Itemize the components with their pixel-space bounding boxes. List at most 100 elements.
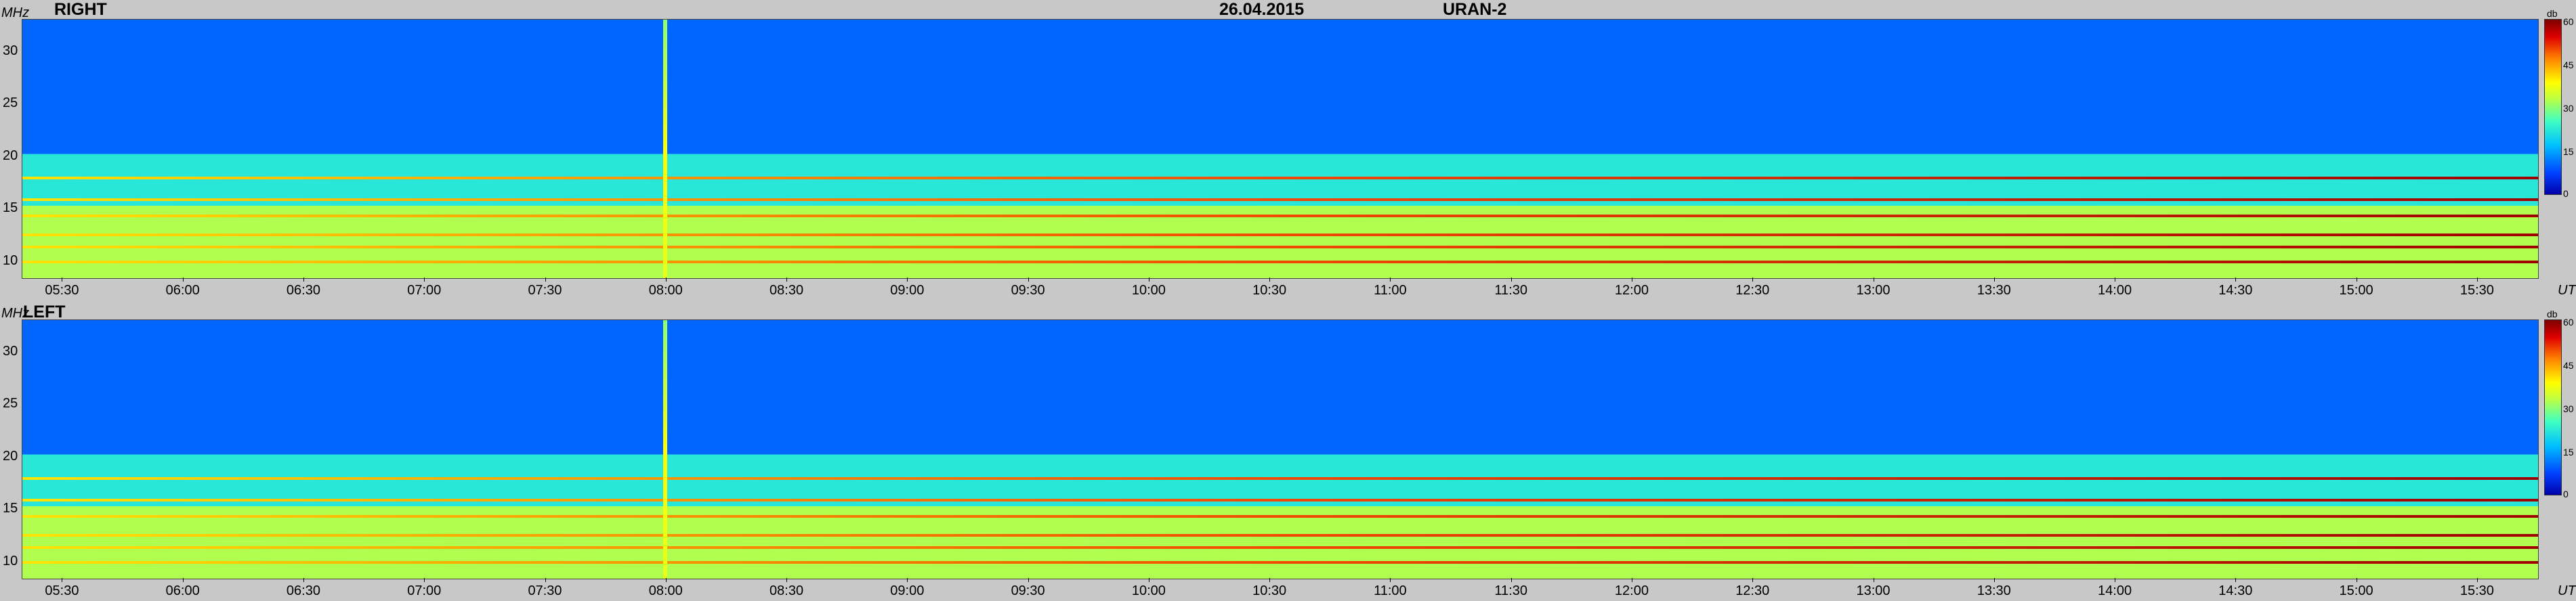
panel-title: LEFT <box>23 303 66 321</box>
interference-band <box>22 476 2538 480</box>
colorbar <box>2544 319 2562 495</box>
x-tick-label: 09:30 <box>1011 283 1045 298</box>
x-tick-mark <box>303 277 304 282</box>
x-tick-label: 09:00 <box>890 583 925 598</box>
x-tick-label: 05:30 <box>45 583 79 598</box>
x-tick-mark <box>1028 277 1029 282</box>
burst-line <box>662 20 667 278</box>
x-tick-label: 15:00 <box>2339 583 2373 598</box>
y-tick: 25 <box>3 95 18 110</box>
colorbar-tick: 0 <box>2563 188 2569 199</box>
y-tick: 30 <box>3 344 18 359</box>
x-tick-label: 08:30 <box>769 283 804 298</box>
x-tick-mark <box>907 277 908 282</box>
x-tick-label: 14:30 <box>2218 583 2253 598</box>
interference-band <box>22 498 2538 502</box>
x-tick-mark <box>665 277 667 282</box>
interference-band <box>22 533 2538 537</box>
x-tick-mark <box>2235 578 2237 582</box>
x-tick-label: 08:00 <box>648 583 683 598</box>
x-tick-mark <box>1993 578 1995 582</box>
y-tick: 10 <box>3 253 18 268</box>
y-tick: 20 <box>3 449 18 464</box>
x-tick-label: 11:00 <box>1374 583 1407 598</box>
x-tick-label: 06:30 <box>286 283 320 298</box>
x-tick-label: 11:00 <box>1374 283 1407 298</box>
interference-band <box>22 560 2538 564</box>
x-tick-label: 14:00 <box>2098 283 2132 298</box>
x-tick-label: 10:30 <box>1252 283 1287 298</box>
x-tick-mark <box>1390 277 1391 282</box>
x-tick-mark <box>2476 578 2478 582</box>
x-tick-mark <box>2476 277 2478 282</box>
x-tick-label: 09:30 <box>1011 583 1045 598</box>
x-tick-label: 09:00 <box>890 283 925 298</box>
colorbar-tick: 30 <box>2563 103 2574 114</box>
x-tick-mark <box>182 578 184 582</box>
colorbar-tick: 0 <box>2563 489 2569 499</box>
x-tick-mark <box>1028 578 1029 582</box>
spectrogram-panel-left: LEFT MHz 30 25 20 15 10 05:30 06:00 06:30 0… <box>0 300 2576 601</box>
x-tick-mark <box>1269 578 1271 582</box>
x-tick-mark <box>303 578 304 582</box>
x-tick-mark <box>2235 277 2237 282</box>
x-tick-mark <box>786 578 788 582</box>
y-tick: 30 <box>3 43 18 58</box>
x-tick-label: 10:00 <box>1131 583 1166 598</box>
y-tick: 15 <box>3 200 18 215</box>
colorbar-tick: 45 <box>2563 360 2574 371</box>
x-tick-mark <box>424 277 425 282</box>
interference-band <box>22 198 2538 201</box>
x-tick-mark <box>907 578 908 582</box>
interference-band <box>22 215 2538 218</box>
x-tick-mark <box>545 277 546 282</box>
colorbar-tick: 30 <box>2563 403 2574 414</box>
colorbar-tick: 45 <box>2563 60 2574 70</box>
interference-band <box>22 176 2538 179</box>
colorbar-tick: 15 <box>2563 447 2574 458</box>
x-tick-label: 06:00 <box>165 583 200 598</box>
station-label: URAN-2 <box>1443 0 1507 19</box>
colorbar-unit: db <box>2547 8 2558 19</box>
y-unit-label: MHz <box>1 5 30 20</box>
x-tick-mark <box>1752 277 1754 282</box>
x-tick-label: 12:00 <box>1614 583 1649 598</box>
x-tick-mark <box>1269 277 1271 282</box>
interference-band <box>22 546 2538 550</box>
panel-title: RIGHT <box>54 0 107 19</box>
x-tick-label: 06:30 <box>286 583 320 598</box>
x-tick-mark <box>1511 578 1512 582</box>
x-tick-mark <box>424 578 425 582</box>
y-tick: 20 <box>3 148 18 163</box>
interference-band <box>22 246 2538 249</box>
x-tick-label: 15:00 <box>2339 283 2373 298</box>
x-tick-label: 11:30 <box>1494 283 1527 298</box>
x-tick-mark <box>1993 277 1995 282</box>
y-tick: 15 <box>3 501 18 516</box>
x-tick-label: 13:30 <box>1977 583 2011 598</box>
x-tick-label: 13:00 <box>1856 283 1891 298</box>
x-tick-label: 05:30 <box>45 283 79 298</box>
interference-band <box>22 515 2538 518</box>
x-tick-label: 13:30 <box>1977 283 2011 298</box>
colorbar-tick: 15 <box>2563 146 2574 157</box>
y-tick: 25 <box>3 396 18 411</box>
date-label: 26.04.2015 <box>1219 0 1305 19</box>
x-tick-label: 10:30 <box>1252 583 1287 598</box>
x-tick-label: 14:00 <box>2098 583 2132 598</box>
x-tick-label: 15:30 <box>2459 583 2494 598</box>
x-tick-label: 13:00 <box>1856 583 1891 598</box>
x-tick-label: 07:00 <box>407 283 442 298</box>
x-unit-label: UT <box>2558 583 2576 598</box>
spectrogram-panel-right: RIGHT MHz 30 25 20 15 10 05:30 06:00 06:30… <box>0 0 2576 300</box>
x-tick-label: 07:30 <box>528 583 562 598</box>
x-tick-mark <box>1752 578 1754 582</box>
x-tick-label: 15:30 <box>2459 283 2494 298</box>
colorbar-unit: db <box>2547 309 2558 319</box>
x-tick-label: 07:00 <box>407 583 442 598</box>
x-tick-label: 08:00 <box>648 283 683 298</box>
x-tick-label: 12:30 <box>1735 583 1770 598</box>
x-tick-label: 07:30 <box>528 283 562 298</box>
x-unit-label: UT <box>2558 283 2576 298</box>
x-tick-mark <box>545 578 546 582</box>
